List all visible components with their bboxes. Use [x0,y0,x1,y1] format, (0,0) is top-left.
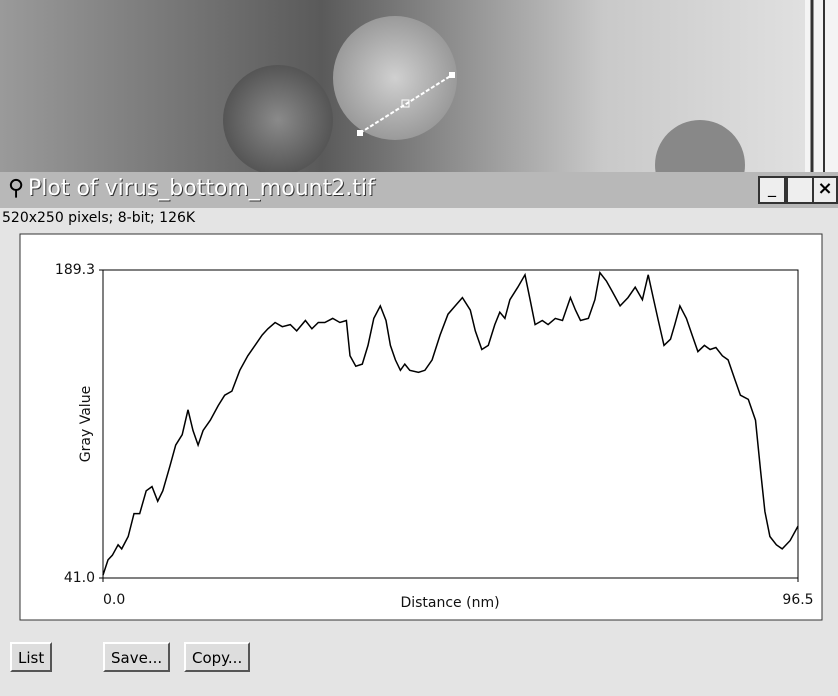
window-title: Plot of virus_bottom_mount2.tif [28,176,375,201]
button[interactable]: Copy... [184,642,250,672]
y-tick-label: 189.3 [55,262,95,278]
button[interactable]: Save... [103,642,170,672]
maximize-button[interactable] [786,176,814,204]
x-tick-label: 0.0 [103,592,125,608]
source-image [0,0,838,172]
screen: ⚲ Plot of virus_bottom_mount2.tif _ × 52… [0,0,838,696]
x-tick-label: 96.5 [782,592,813,608]
plot-panel [20,234,822,620]
plot: Distance (nm) Gray Value 41.0 189.3 0.0 96.… [0,230,838,630]
app-icon: ⚲ [8,176,24,201]
title-bar: ⚲ Plot of virus_bottom_mount2.tif _ × [0,172,838,208]
image-info: 520x250 pixels; 8-bit; 126K [2,210,195,226]
y-tick-label: 41.0 [64,570,95,586]
minimize-button[interactable]: _ [758,176,786,204]
y-axis-label: Gray Value [78,386,94,462]
x-axis-label: Distance (nm) [400,595,499,611]
close-button[interactable]: × [812,176,838,204]
button[interactable]: List [10,642,52,672]
